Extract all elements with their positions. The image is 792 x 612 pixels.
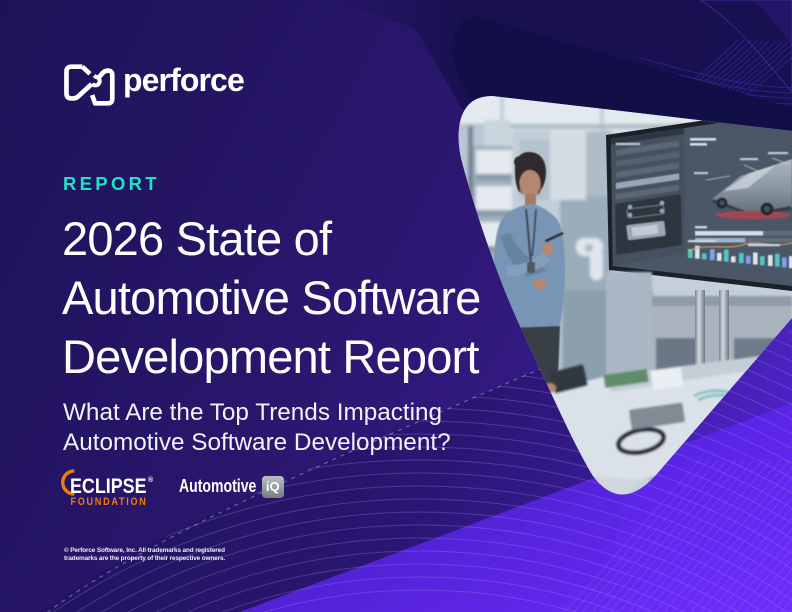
svg-text:ECLIPSE: ECLIPSE — [70, 474, 147, 498]
svg-text:®: ® — [148, 476, 154, 484]
svg-text:FOUNDATION: FOUNDATION — [71, 496, 148, 508]
